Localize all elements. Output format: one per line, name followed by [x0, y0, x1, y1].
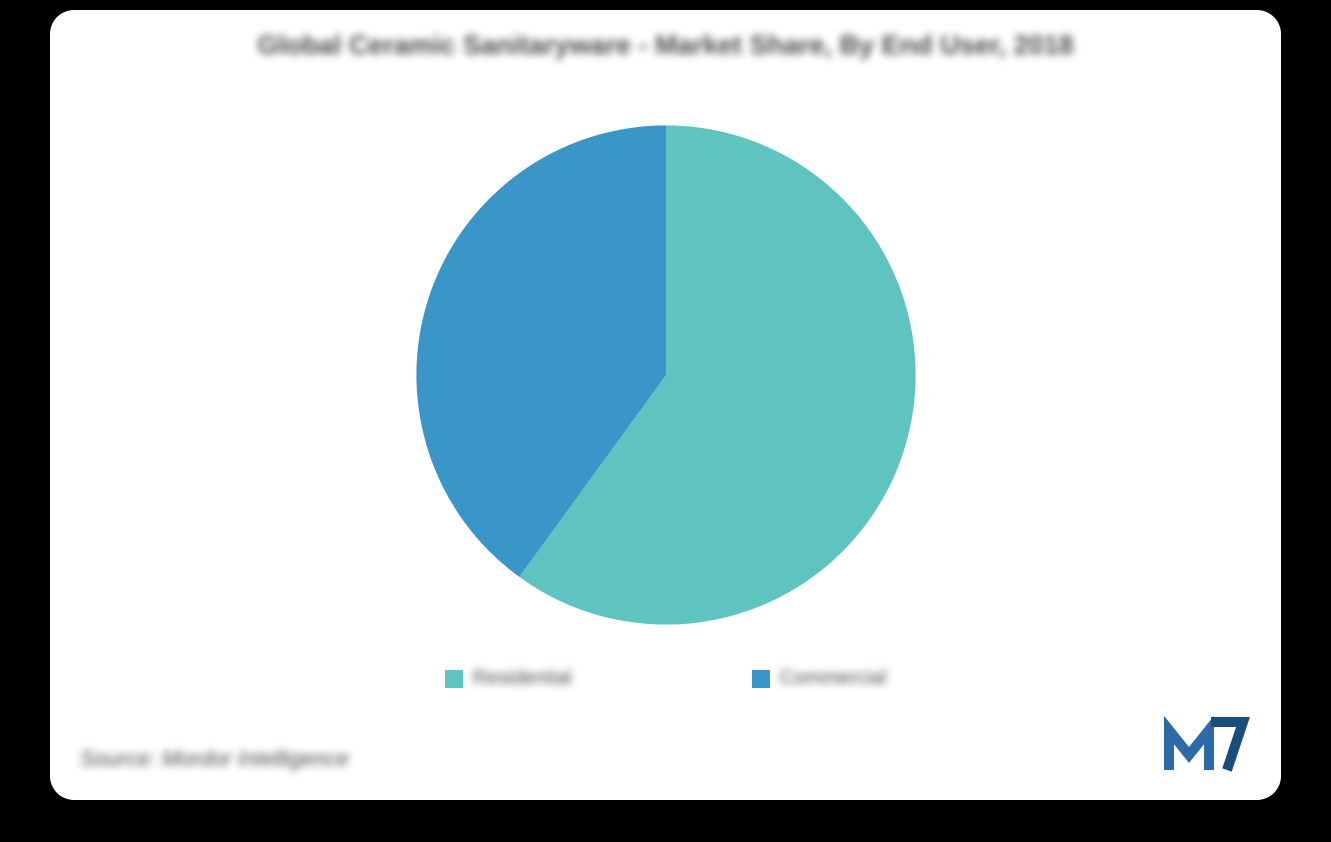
legend-swatch-0	[445, 670, 463, 688]
legend-item-1: Commercial	[752, 667, 887, 690]
source-attribution: Source: Mordor Intelligence	[80, 746, 349, 772]
pie-chart	[406, 115, 926, 635]
chart-title: Global Ceramic Sanitaryware - Market Sha…	[50, 28, 1281, 63]
legend: Residential Commercial	[50, 667, 1281, 690]
pie-svg	[406, 115, 926, 635]
chart-container: Global Ceramic Sanitaryware - Market Sha…	[50, 10, 1281, 800]
legend-label-0: Residential	[473, 667, 572, 690]
logo-svg	[1161, 710, 1251, 780]
brand-logo	[1161, 710, 1251, 780]
legend-label-1: Commercial	[780, 667, 887, 690]
legend-item-0: Residential	[445, 667, 572, 690]
legend-swatch-1	[752, 670, 770, 688]
